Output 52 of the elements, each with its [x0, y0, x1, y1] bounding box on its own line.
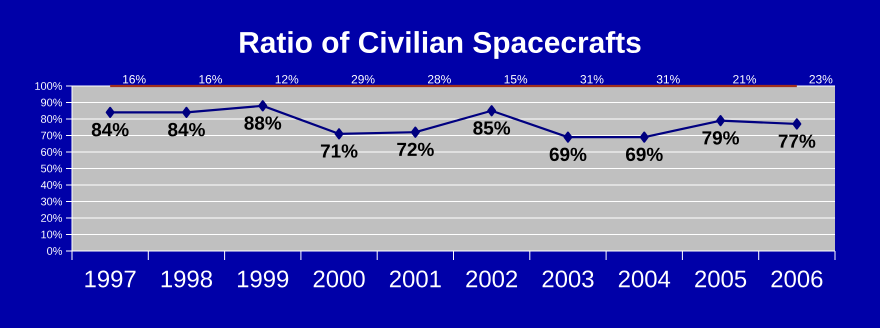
annotation: 29%: [352, 75, 375, 84]
y-tick-label: 20%: [41, 214, 62, 222]
annotation: 23%: [809, 75, 832, 84]
annotation: 15%: [504, 75, 528, 84]
point: [563, 132, 572, 143]
y-tick-label: 60%: [41, 148, 62, 156]
data-label: 79%: [702, 131, 739, 145]
point: [182, 106, 191, 118]
annotation: 28%: [428, 75, 451, 84]
x-tick-label: 2002: [466, 270, 518, 288]
y-tick-label: 50%: [40, 164, 62, 172]
data-label: 84%: [168, 122, 205, 136]
y-tick-label: 10%: [41, 230, 62, 238]
annotation: 31%: [656, 75, 680, 84]
point: [640, 132, 649, 143]
y-tick-label: 30%: [40, 198, 62, 206]
annotation: 16%: [199, 75, 222, 84]
y-tick-label: 40%: [40, 181, 62, 189]
y-tick-label: 90%: [41, 98, 62, 106]
point: [487, 105, 496, 116]
data-label: 85%: [473, 121, 510, 135]
x-tick-label: 2003: [542, 270, 594, 288]
point: [106, 106, 115, 118]
x-tick-label: 2000: [314, 270, 365, 288]
y-tick-label: 80%: [41, 115, 62, 123]
data-label: 72%: [397, 142, 434, 156]
annotation: 12%: [276, 75, 298, 84]
y-tick-label: 100%: [35, 82, 62, 90]
point: [258, 100, 268, 112]
x-tick-label: 1998: [162, 270, 212, 288]
x-tick-label: 2006: [771, 270, 822, 288]
data-label: 69%: [550, 148, 586, 162]
point: [716, 115, 726, 126]
data-label: 77%: [778, 134, 816, 148]
data-label: 69%: [626, 148, 663, 162]
data-label: 88%: [244, 116, 282, 130]
x-tick-label: 2001: [390, 270, 441, 288]
chart-title: Ratio of Civilian Spacecrafts: [240, 31, 641, 59]
point: [334, 128, 344, 140]
y-tick-label: 70%: [41, 132, 62, 140]
annotation: 21%: [733, 75, 756, 84]
data-label: 71%: [320, 144, 358, 158]
x-tick-label: 2005: [695, 270, 746, 288]
x-tick-label: 1999: [238, 270, 288, 288]
data-label: 84%: [92, 122, 129, 136]
annotation: 16%: [123, 75, 146, 84]
x-tick-label: 2004: [618, 270, 670, 288]
point: [410, 126, 420, 138]
point: [792, 118, 802, 130]
x-tick-label: 1997: [85, 270, 136, 288]
annotation: 31%: [580, 75, 604, 84]
y-tick-label: 0%: [47, 247, 62, 255]
